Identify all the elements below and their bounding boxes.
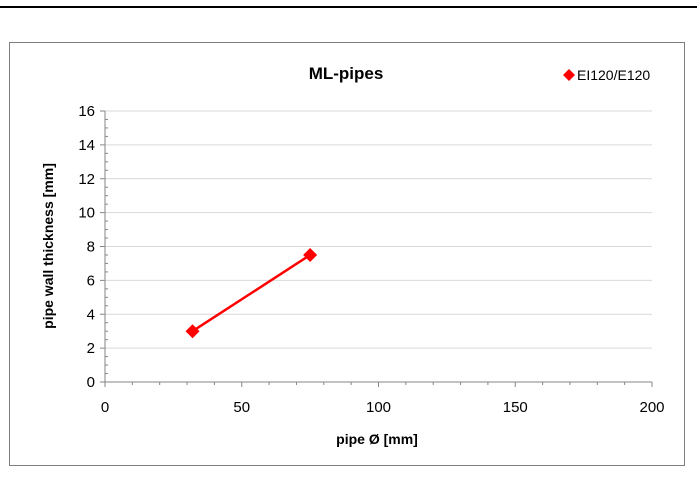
x-tick-label: 0 [101, 399, 109, 416]
y-tick-label: 0 [87, 374, 95, 391]
legend-label: EI120/E120 [577, 67, 650, 83]
legend-marker-diamond [563, 69, 575, 81]
series-line [191, 253, 311, 333]
y-tick-label: 8 [87, 239, 95, 256]
y-tick-label: 14 [78, 137, 95, 154]
y-tick-label: 2 [87, 340, 95, 357]
tick-labels: 0 2 4 6 8 10 12 14 16 0 50 100 150 200 [78, 103, 664, 416]
y-axis-title: pipe wall thickness [mm] [40, 163, 56, 329]
top-border-line [0, 6, 697, 8]
data-point-diamond [303, 247, 318, 262]
x-tick-label: 100 [366, 399, 391, 416]
y-tick-label: 10 [78, 205, 95, 222]
y-tick-label: 6 [87, 272, 95, 289]
series-layer [185, 247, 318, 339]
axes [100, 110, 653, 387]
x-tick-label: 50 [233, 399, 250, 416]
chart-title: ML-pipes [309, 64, 384, 83]
x-tick-label: 150 [503, 399, 528, 416]
y-tick-label: 4 [87, 306, 95, 323]
x-tick-label: 200 [639, 399, 664, 416]
chart-frame [9, 42, 685, 466]
y-tick-label: 12 [78, 171, 95, 188]
legend: EI120/E120 [563, 67, 650, 83]
data-point-diamond [185, 324, 200, 339]
y-tick-label: 16 [78, 103, 95, 120]
gridlines [105, 110, 652, 349]
x-axis-title: pipe Ø [mm] [336, 431, 418, 447]
